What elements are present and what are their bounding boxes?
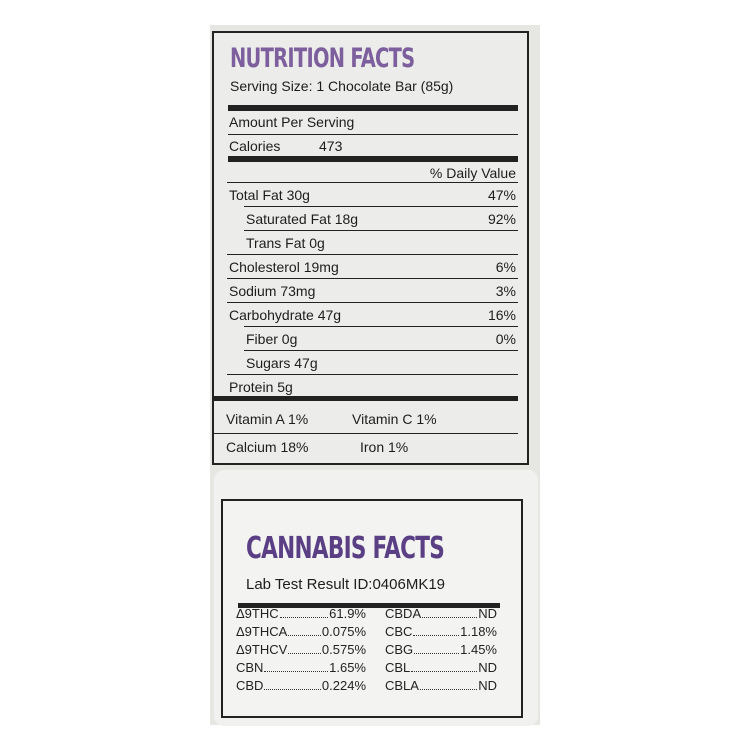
- cannabinoid: Δ9THCA 0.075%: [236, 624, 366, 640]
- leader: [279, 606, 329, 618]
- calories-label: Calories: [229, 138, 281, 154]
- daily-value: 6%: [495, 259, 516, 275]
- cannabinoid: CBN 1.65%: [236, 660, 366, 676]
- calories-value: 473: [319, 138, 343, 154]
- nutrition-panel: [212, 31, 529, 465]
- amount-per-serving: Amount Per Serving: [229, 114, 355, 130]
- leader: [411, 660, 478, 672]
- cannabinoid-name: CBL: [385, 660, 411, 675]
- nutrient: Fiber 0g: [246, 331, 298, 347]
- cannabinoid-name: CBN: [236, 660, 264, 675]
- cannabinoid: Δ9THC 61.9%: [236, 606, 366, 622]
- leader: [288, 642, 321, 654]
- cannabinoid-name: CBD: [236, 678, 264, 693]
- nutrient: Sodium 73mg: [229, 283, 316, 299]
- rule: [228, 105, 518, 111]
- cannabinoid-value: 0.575%: [321, 642, 366, 657]
- cannabis-title: CANNABIS FACTS: [246, 531, 445, 566]
- daily-value: 0%: [495, 331, 516, 347]
- cannabinoid-name: Δ9THCV: [236, 642, 288, 657]
- cannabinoid: CBC 1.18%: [385, 624, 497, 640]
- leader: [422, 606, 478, 618]
- rule: [228, 156, 518, 162]
- nutrient: Saturated Fat 18g: [246, 211, 359, 227]
- cannabinoid-name: CBC: [385, 624, 413, 639]
- rule: [227, 254, 518, 255]
- leader: [264, 678, 321, 690]
- rule: [244, 206, 518, 207]
- nutrient: Cholesterol 19mg: [229, 259, 339, 275]
- cannabinoid-value: 1.18%: [460, 624, 497, 639]
- vitamin: Vitamin C 1%: [352, 411, 437, 427]
- leader: [264, 660, 329, 672]
- cannabinoid-value: 0.224%: [321, 678, 366, 693]
- nutrient: Trans Fat 0g: [246, 235, 325, 251]
- rule: [227, 374, 518, 375]
- vitamin: Iron 1%: [360, 439, 409, 455]
- rule: [244, 230, 518, 231]
- nutrient: Sugars 47g: [246, 355, 318, 371]
- dv-header: % Daily Value: [429, 165, 516, 181]
- cannabinoid: CBDA ND: [385, 606, 497, 622]
- cannabinoid-name: CBDA: [385, 606, 422, 621]
- daily-value: 3%: [495, 283, 516, 299]
- leader: [288, 624, 321, 636]
- cannabinoid-value: 1.45%: [460, 642, 497, 657]
- cannabinoid: CBG 1.45%: [385, 642, 497, 658]
- cannabinoid-name: Δ9THCA: [236, 624, 288, 639]
- cannabinoid-value: ND: [478, 606, 497, 621]
- cannabinoid-value: ND: [478, 678, 497, 693]
- nutrient: Total Fat 30g: [229, 187, 310, 203]
- cannabinoid-value: 0.075%: [321, 624, 366, 639]
- rule: [227, 278, 518, 279]
- cannabinoid-name: Δ9THC: [236, 606, 279, 621]
- rule: [227, 302, 518, 303]
- lab-id: Lab Test Result ID:0406MK19: [246, 576, 446, 593]
- rule: [214, 433, 518, 434]
- cannabinoid: CBL ND: [385, 660, 497, 676]
- vitamin: Calcium 18%: [226, 439, 309, 455]
- cannabinoid-name: CBG: [385, 642, 414, 657]
- nutrition-title: NUTRITION FACTS: [230, 43, 415, 74]
- cannabis-panel: [221, 499, 523, 718]
- rule: [244, 326, 518, 327]
- cannabinoid: CBLA ND: [385, 678, 497, 694]
- nutrient: Carbohydrate 47g: [229, 307, 342, 323]
- cannabinoid-value: 61.9%: [329, 606, 366, 621]
- rule: [244, 350, 518, 351]
- daily-value: 16%: [487, 307, 516, 323]
- cannabinoid-name: CBLA: [385, 678, 419, 693]
- daily-value: 47%: [487, 187, 516, 203]
- leader: [413, 624, 460, 636]
- serving-size: Serving Size: 1 Chocolate Bar (85g): [230, 78, 454, 94]
- rule: [238, 603, 500, 608]
- cannabinoid-value: ND: [478, 660, 497, 675]
- rule: [228, 134, 518, 135]
- cannabinoid-value: 1.65%: [329, 660, 366, 675]
- nutrient: Protein 5g: [229, 379, 293, 395]
- rule: [227, 182, 518, 183]
- leader: [414, 642, 460, 654]
- rule: [214, 396, 518, 401]
- cannabinoid: Δ9THCV 0.575%: [236, 642, 366, 658]
- leader: [419, 678, 478, 690]
- cannabinoid: CBD 0.224%: [236, 678, 366, 694]
- vitamin: Vitamin A 1%: [226, 411, 309, 427]
- daily-value: 92%: [487, 211, 516, 227]
